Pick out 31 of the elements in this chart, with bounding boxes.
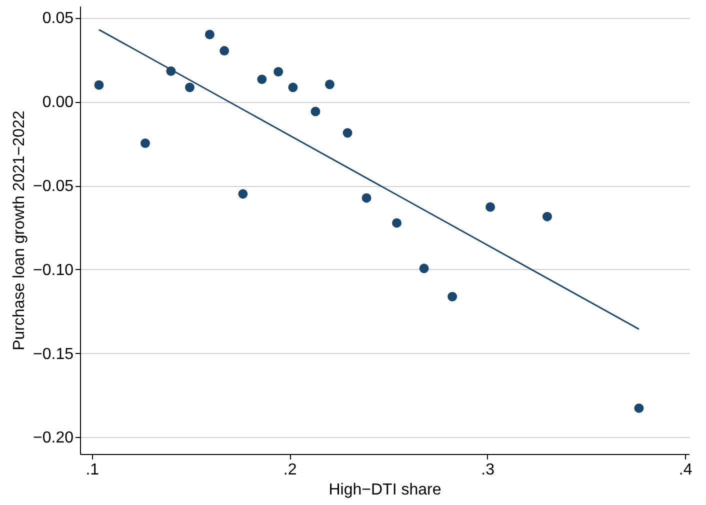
point	[324, 80, 334, 90]
x-tick-label: .3	[481, 462, 495, 478]
point	[184, 82, 194, 92]
y-axis-title: Purchase loan growth 2021−2022	[11, 110, 28, 350]
y-tick-label: 0.05	[42, 10, 74, 28]
x-tick-label: .4	[678, 462, 692, 478]
point	[419, 264, 429, 274]
point	[238, 189, 248, 199]
point	[204, 30, 214, 40]
point	[362, 193, 372, 203]
point	[140, 138, 150, 148]
x-tick-label: .1	[86, 462, 100, 478]
point	[392, 218, 402, 228]
y-tick-label: −0.10	[33, 262, 74, 279]
point	[274, 67, 284, 77]
point	[542, 212, 552, 222]
point	[486, 202, 496, 212]
x-tick-label: .2	[283, 462, 297, 478]
y-tick-label: 0.00	[42, 94, 74, 112]
point	[94, 80, 104, 90]
point	[220, 46, 230, 56]
point	[448, 292, 458, 302]
y-tick-label: −0.05	[33, 178, 74, 196]
point	[288, 82, 298, 92]
y-tick-label: −0.15	[33, 346, 74, 363]
point	[342, 128, 352, 138]
y-tick-label: −0.20	[33, 430, 74, 447]
point	[634, 403, 644, 413]
point	[310, 106, 320, 116]
x-axis-title: High−DTI share	[328, 482, 442, 498]
point	[257, 74, 267, 84]
